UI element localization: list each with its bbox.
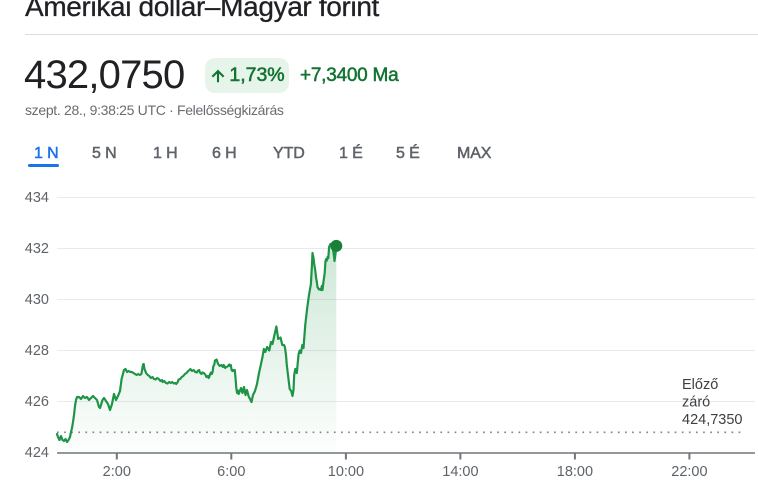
svg-text:424: 424 — [25, 445, 49, 461]
svg-text:2:00: 2:00 — [103, 464, 131, 480]
svg-text:18:00: 18:00 — [557, 464, 593, 480]
svg-text:Előző: Előző — [682, 377, 718, 393]
svg-text:430: 430 — [25, 292, 49, 308]
svg-text:432: 432 — [25, 241, 49, 257]
svg-text:14:00: 14:00 — [442, 464, 478, 480]
svg-text:10:00: 10:00 — [328, 464, 364, 480]
svg-text:22:00: 22:00 — [671, 464, 707, 480]
svg-text:záró: záró — [682, 395, 710, 411]
svg-text:426: 426 — [25, 394, 49, 410]
svg-text:424,7350: 424,7350 — [682, 412, 742, 428]
svg-text:6:00: 6:00 — [217, 464, 245, 480]
svg-text:428: 428 — [25, 343, 49, 359]
svg-text:434: 434 — [25, 190, 49, 206]
